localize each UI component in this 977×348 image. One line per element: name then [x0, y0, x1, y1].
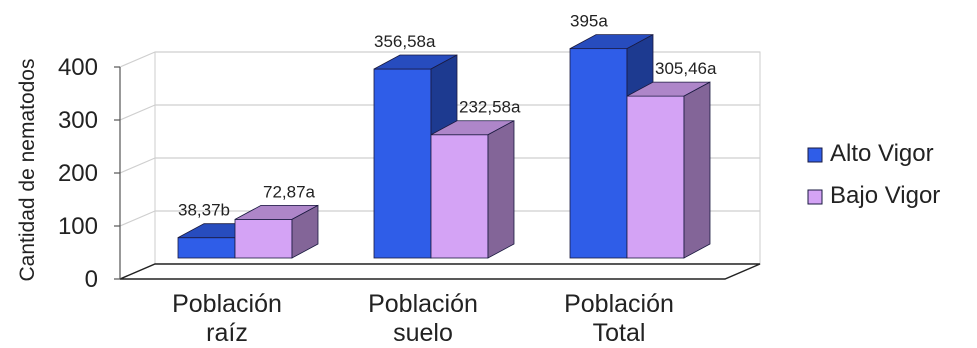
bar-bajo-vigor — [626, 95, 685, 259]
bar-alto-vigor — [569, 48, 628, 259]
legend-label: Bajo Vigor — [830, 182, 940, 209]
gridline-side — [119, 210, 156, 227]
gridline-side — [119, 104, 156, 121]
category-labels: PoblaciónraízPoblaciónsueloPoblaciónTota… — [172, 290, 674, 347]
y-axis-label: Cantidad de nematodos — [16, 59, 39, 282]
bar-side — [683, 81, 711, 259]
category-label-line2: raíz — [206, 319, 248, 347]
bars — [177, 33, 711, 259]
category-label-line1: Población — [564, 290, 674, 318]
category-label-line1: Población — [172, 290, 282, 318]
floor — [119, 263, 761, 280]
bar-alto-vigor — [177, 237, 236, 259]
legend-swatch — [807, 147, 823, 163]
data-label: 395a — [570, 12, 608, 31]
category-label-line1: Población — [368, 290, 478, 318]
data-label: 356,58a — [374, 32, 436, 51]
y-axis-ticks: 0 100 200 300 400 — [58, 54, 98, 293]
data-label: 72,87a — [263, 182, 316, 201]
y-tick-label: 100 — [58, 213, 98, 240]
y-tick-label: 300 — [58, 107, 98, 134]
category-label-line2: suelo — [393, 319, 453, 347]
category-label-line2: Total — [593, 319, 646, 347]
bar-bajo-vigor — [430, 134, 489, 259]
data-label: 232,58a — [459, 98, 521, 117]
legend: Alto Vigor Bajo Vigor — [807, 140, 940, 209]
y-tick-label: 200 — [58, 160, 98, 187]
bar-side — [291, 204, 319, 259]
axes — [114, 66, 761, 280]
y-tick-label: 0 — [85, 266, 98, 293]
legend-label: Alto Vigor — [830, 140, 934, 167]
gridline-side — [119, 157, 156, 174]
bar-side — [487, 120, 515, 259]
bar-bajo-vigor — [234, 218, 293, 259]
y-tick-label: 400 — [58, 54, 98, 81]
data-label: 305,46a — [655, 59, 717, 78]
bar-alto-vigor — [373, 68, 432, 259]
data-labels: 38,37b 72,87a 356,58a 232,58a 395a 305,46a — [178, 12, 717, 220]
data-label: 38,37b — [178, 201, 230, 220]
gridline-side — [119, 51, 156, 68]
legend-swatch — [807, 189, 823, 205]
